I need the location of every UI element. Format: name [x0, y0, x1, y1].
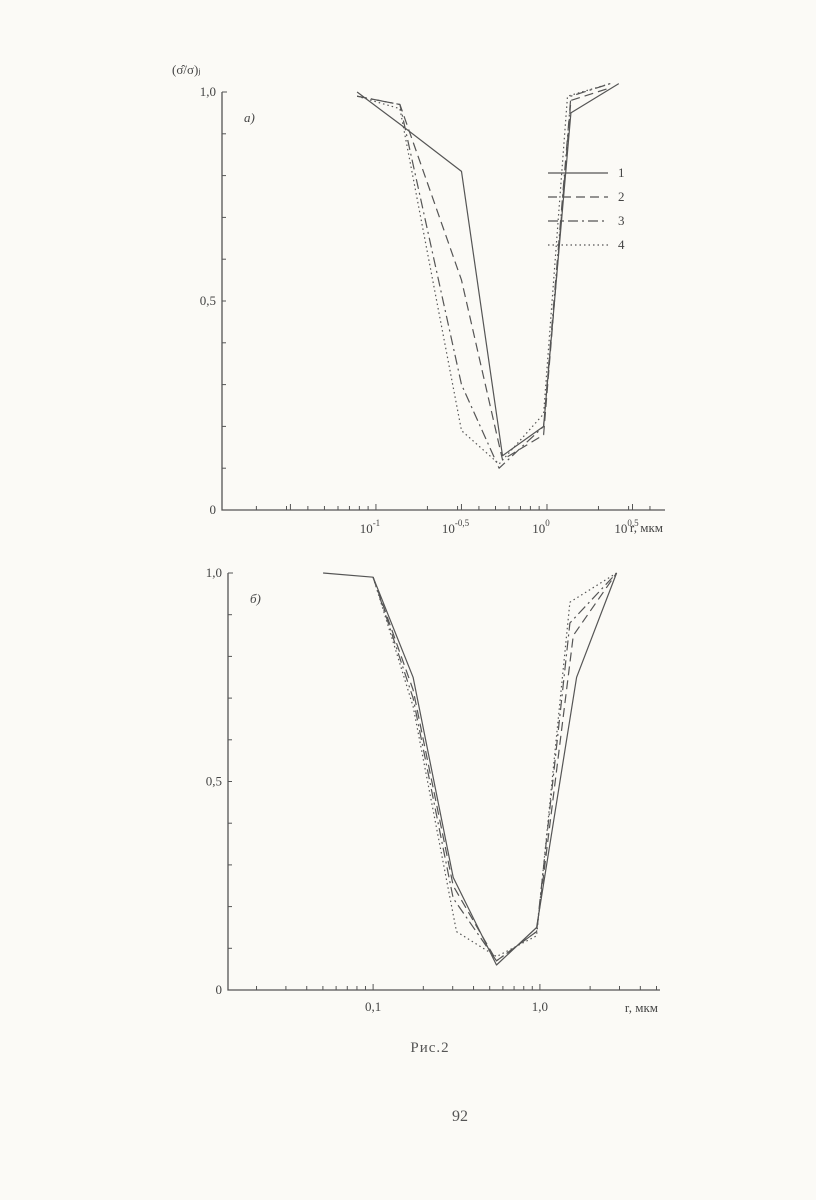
y-tick-label: 1,0 — [206, 565, 222, 580]
chart-panel-1: 00,51,010-1 10-0,5 100 100,5r, мкм(σ̂/σ)ⱼа)… — [172, 62, 665, 536]
y-axis-label: (σ̂/σ)ⱼ — [172, 62, 201, 77]
figure-caption: Рис.2 — [410, 1040, 450, 1056]
series-line-4 — [372, 572, 617, 958]
page-number: 92 — [452, 1108, 468, 1125]
x-tick-label: 10-1 — [360, 518, 381, 536]
series-line-3 — [372, 572, 618, 962]
legend-label-1: 1 — [618, 165, 625, 180]
legend-label-2: 2 — [618, 189, 625, 204]
y-tick-label: 0,5 — [200, 293, 216, 308]
series-line-1 — [323, 572, 618, 966]
series-line-2 — [356, 87, 611, 461]
x-tick-label: 10-0,5 — [442, 518, 470, 536]
panel-label: б) — [250, 591, 261, 606]
legend-label-3: 3 — [618, 213, 625, 228]
y-tick-label: 0 — [210, 502, 217, 517]
series-line-1 — [356, 83, 620, 457]
x-axis-label: r, мкм — [630, 520, 663, 535]
y-tick-label: 0 — [216, 982, 223, 997]
series-line-2 — [372, 572, 618, 962]
x-tick-label: 1,0 — [532, 999, 548, 1014]
legend-label-4: 4 — [618, 237, 625, 252]
chart-panel-2: 0 0,5 1,0 0,1 1,0 r, мкм б) — [206, 565, 660, 1015]
panel-label: а) — [244, 110, 255, 125]
x-tick-label: 100 — [532, 518, 550, 536]
y-tick-label: 1,0 — [200, 84, 216, 99]
y-tick-label: 0,5 — [206, 774, 222, 789]
axis-lines — [221, 92, 665, 511]
x-axis-label: r, мкм — [625, 1000, 658, 1015]
series-line-4 — [356, 83, 611, 465]
series-line-3 — [356, 83, 611, 469]
x-tick-label: 0,1 — [365, 999, 381, 1014]
axis-lines — [227, 573, 660, 991]
